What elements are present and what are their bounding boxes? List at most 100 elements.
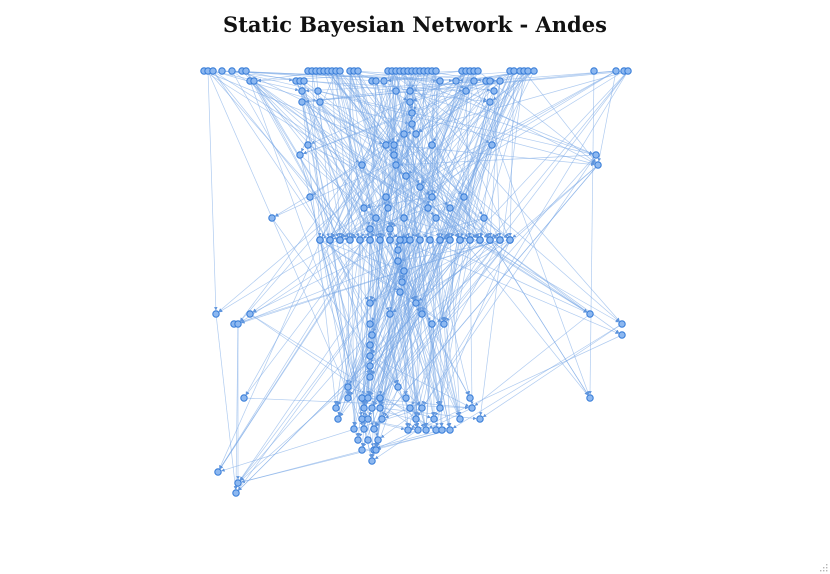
network-node[interactable] <box>370 425 378 433</box>
network-node[interactable] <box>396 236 404 244</box>
network-node[interactable] <box>530 67 538 75</box>
network-node[interactable] <box>336 67 344 75</box>
network-node[interactable] <box>366 299 374 307</box>
network-node[interactable] <box>466 394 474 402</box>
network-node[interactable] <box>386 236 394 244</box>
network-node[interactable] <box>366 373 374 381</box>
network-node[interactable] <box>366 352 374 360</box>
network-node[interactable] <box>426 236 434 244</box>
network-node[interactable] <box>392 161 400 169</box>
network-node[interactable] <box>466 236 474 244</box>
network-node[interactable] <box>418 310 426 318</box>
network-node[interactable] <box>446 426 454 434</box>
network-node[interactable] <box>268 214 276 222</box>
network-node[interactable] <box>376 236 384 244</box>
network-node[interactable] <box>360 425 368 433</box>
network-node[interactable] <box>462 87 470 95</box>
network-node[interactable] <box>400 130 408 138</box>
network-node[interactable] <box>306 193 314 201</box>
network-node[interactable] <box>470 77 478 85</box>
network-node[interactable] <box>358 161 366 169</box>
network-node[interactable] <box>474 67 482 75</box>
network-node[interactable] <box>510 67 518 75</box>
network-node[interactable] <box>400 267 408 275</box>
network-node[interactable] <box>460 193 468 201</box>
network-node[interactable] <box>624 67 632 75</box>
network-node[interactable] <box>416 183 424 191</box>
network-node[interactable] <box>618 320 626 328</box>
network-node[interactable] <box>440 320 448 328</box>
network-node[interactable] <box>386 225 394 233</box>
network-node[interactable] <box>380 77 388 85</box>
network-node[interactable] <box>486 236 494 244</box>
network-node[interactable] <box>586 310 594 318</box>
network-node[interactable] <box>406 236 414 244</box>
network-node[interactable] <box>240 394 248 402</box>
network-node[interactable] <box>456 415 464 423</box>
network-node[interactable] <box>372 214 380 222</box>
network-node[interactable] <box>432 426 440 434</box>
network-node[interactable] <box>414 426 422 434</box>
network-node[interactable] <box>376 394 384 402</box>
network-node[interactable] <box>386 310 394 318</box>
network-node[interactable] <box>476 236 484 244</box>
network-node[interactable] <box>300 77 308 85</box>
network-node[interactable] <box>480 214 488 222</box>
network-node[interactable] <box>382 193 390 201</box>
network-node[interactable] <box>372 446 380 454</box>
network-node[interactable] <box>406 404 414 412</box>
network-node[interactable] <box>590 67 598 75</box>
network-node[interactable] <box>368 404 376 412</box>
network-node[interactable] <box>412 415 420 423</box>
network-node[interactable] <box>476 415 484 423</box>
network-node[interactable] <box>394 246 402 254</box>
network-node[interactable] <box>304 141 312 149</box>
network-node[interactable] <box>228 67 236 75</box>
network-node[interactable] <box>452 77 460 85</box>
network-node[interactable] <box>234 320 242 328</box>
network-node[interactable] <box>402 172 410 180</box>
network-node[interactable] <box>326 236 334 244</box>
network-node[interactable] <box>406 87 414 95</box>
network-node[interactable] <box>412 130 420 138</box>
network-node[interactable] <box>334 415 342 423</box>
network-node[interactable] <box>490 87 498 95</box>
network-node[interactable] <box>356 236 364 244</box>
network-node[interactable] <box>394 383 402 391</box>
network-node[interactable] <box>430 415 438 423</box>
network-node[interactable] <box>428 193 436 201</box>
network-node[interactable] <box>496 236 504 244</box>
network-node[interactable] <box>456 236 464 244</box>
network-node[interactable] <box>436 404 444 412</box>
network-node[interactable] <box>618 331 626 339</box>
network-node[interactable] <box>592 151 600 159</box>
network-node[interactable] <box>586 394 594 402</box>
network-node[interactable] <box>366 320 374 328</box>
network-node[interactable] <box>524 67 532 75</box>
network-node[interactable] <box>332 404 340 412</box>
network-node[interactable] <box>209 67 217 75</box>
network-node[interactable] <box>360 204 368 212</box>
network-node[interactable] <box>344 394 352 402</box>
network-node[interactable] <box>336 236 344 244</box>
network-node[interactable] <box>612 67 620 75</box>
network-node[interactable] <box>218 67 226 75</box>
network-node[interactable] <box>506 236 514 244</box>
network-node[interactable] <box>496 77 504 85</box>
network-node[interactable] <box>246 310 254 318</box>
network-node[interactable] <box>242 67 250 75</box>
network-node[interactable] <box>400 214 408 222</box>
network-node[interactable] <box>214 468 222 476</box>
network-node[interactable] <box>364 394 372 402</box>
network-node[interactable] <box>378 415 386 423</box>
network-node[interactable] <box>360 404 368 412</box>
network-node[interactable] <box>416 236 424 244</box>
network-node[interactable] <box>316 98 324 106</box>
network-node[interactable] <box>486 77 494 85</box>
network-node[interactable] <box>394 257 402 265</box>
network-node[interactable] <box>296 151 304 159</box>
network-node[interactable] <box>390 141 398 149</box>
network-node[interactable] <box>368 457 376 465</box>
network-node[interactable] <box>212 310 220 318</box>
network-node[interactable] <box>316 236 324 244</box>
